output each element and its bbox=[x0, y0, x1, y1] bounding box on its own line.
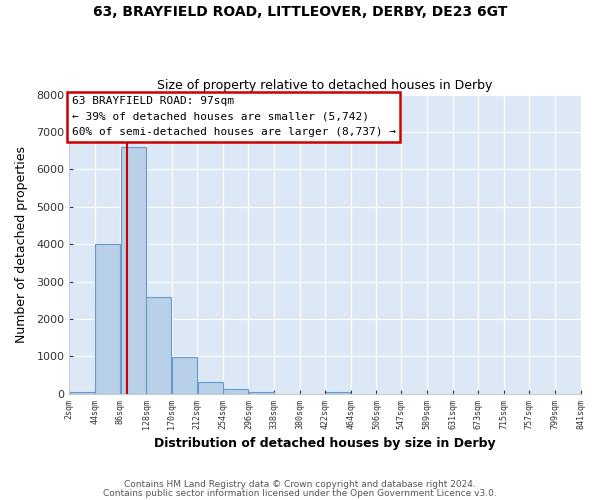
Bar bbox=[146, 296, 172, 394]
Bar bbox=[172, 358, 197, 394]
Bar bbox=[197, 382, 223, 394]
X-axis label: Distribution of detached houses by size in Derby: Distribution of detached houses by size … bbox=[154, 437, 496, 450]
Y-axis label: Number of detached properties: Number of detached properties bbox=[15, 146, 28, 342]
Bar bbox=[95, 244, 120, 394]
Text: 63, BRAYFIELD ROAD, LITTLEOVER, DERBY, DE23 6GT: 63, BRAYFIELD ROAD, LITTLEOVER, DERBY, D… bbox=[93, 5, 507, 19]
Title: Size of property relative to detached houses in Derby: Size of property relative to detached ho… bbox=[157, 79, 493, 92]
Text: 63 BRAYFIELD ROAD: 97sqm
← 39% of detached houses are smaller (5,742)
60% of sem: 63 BRAYFIELD ROAD: 97sqm ← 39% of detach… bbox=[72, 96, 396, 138]
Bar bbox=[121, 147, 146, 394]
Bar bbox=[223, 390, 248, 394]
Text: Contains public sector information licensed under the Open Government Licence v3: Contains public sector information licen… bbox=[103, 490, 497, 498]
Bar bbox=[70, 392, 95, 394]
Bar bbox=[326, 392, 350, 394]
Text: Contains HM Land Registry data © Crown copyright and database right 2024.: Contains HM Land Registry data © Crown c… bbox=[124, 480, 476, 489]
Bar bbox=[249, 392, 274, 394]
